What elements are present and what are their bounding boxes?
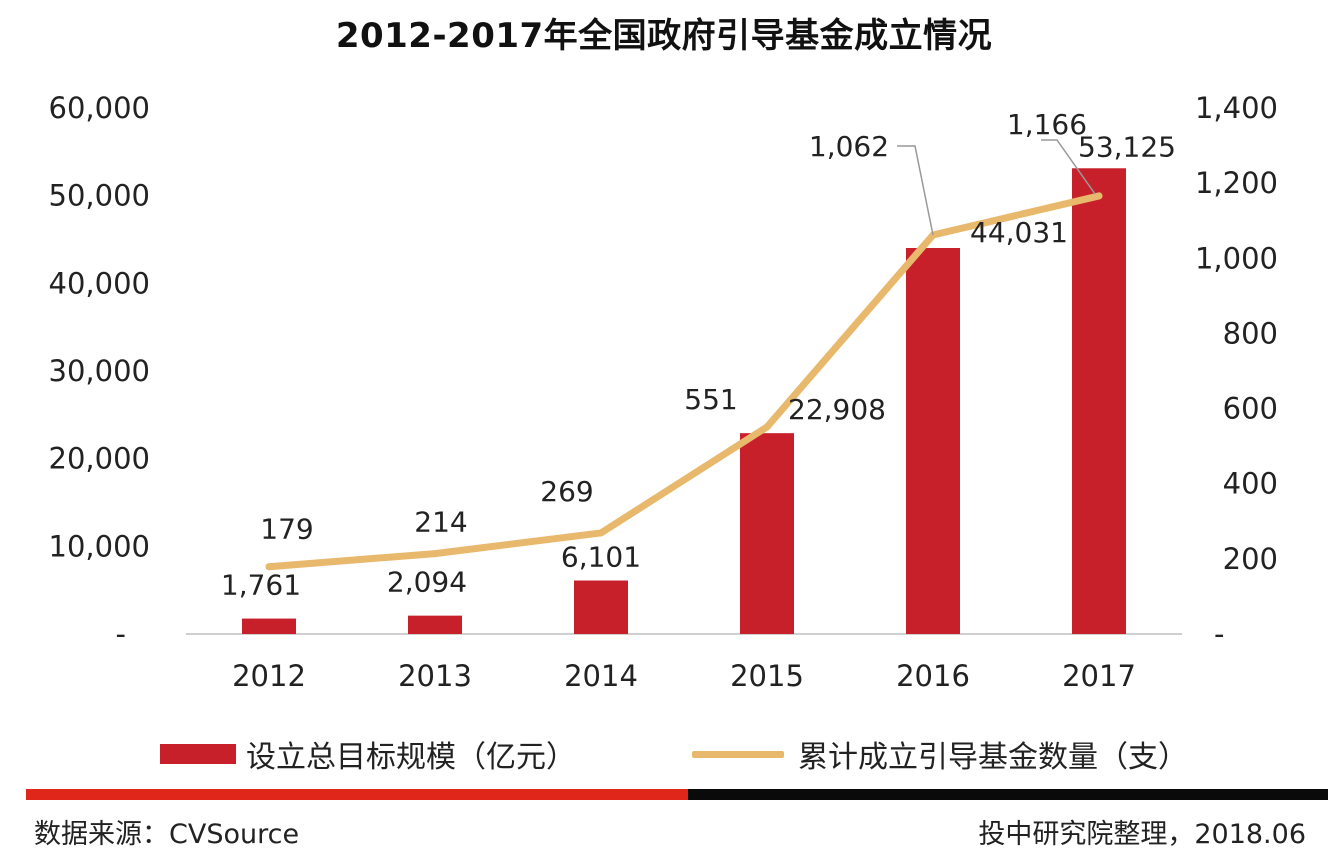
x-axis-tick-label: 2015 [730, 659, 804, 693]
left-axis-tick-label: - [116, 617, 126, 651]
footer-source: 数据来源：CVSource [34, 819, 300, 850]
x-axis-tick-label: 2016 [896, 659, 970, 693]
bar-data-label: 22,908 [788, 393, 886, 426]
bar-data-label: 44,031 [970, 216, 1068, 249]
right-axis-tick-label: 1,000 [1195, 241, 1278, 275]
line-point-2015 [763, 423, 771, 431]
bar-data-label: 2,094 [387, 566, 467, 599]
right-axis-tick-label: - [1214, 617, 1224, 651]
footer-rule-black [688, 789, 1328, 800]
line-point-2017 [1095, 192, 1103, 200]
legend-line-label: 累计成立引导基金数量（支） [798, 740, 1188, 775]
line-data-label: 1,166 [1007, 108, 1087, 141]
left-axis-tick-label: 30,000 [49, 354, 150, 388]
line-data-label: 269 [540, 475, 593, 508]
bar-data-label: 1,761 [221, 569, 301, 602]
x-axis-tick-label: 2014 [564, 659, 638, 693]
bar-2014 [574, 580, 628, 634]
left-axis-tick-label: 20,000 [49, 442, 150, 476]
bar-data-label: 53,125 [1078, 130, 1176, 163]
line-point-2013 [431, 550, 439, 558]
x-axis-tick-label: 2012 [232, 659, 306, 693]
bar-data-label: 6,101 [561, 541, 641, 574]
bar-2013 [408, 615, 462, 634]
legend-line-entry: 累计成立引导基金数量（支） [692, 732, 1188, 776]
right-axis-tick-label: 800 [1223, 316, 1278, 350]
leader-line [1041, 139, 1096, 195]
x-axis-tick-label: 2013 [398, 659, 472, 693]
right-axis-tick-label: 600 [1223, 392, 1278, 426]
x-axis-tick-label: 2017 [1062, 659, 1136, 693]
right-axis-tick-label: 1,200 [1195, 166, 1278, 200]
line-point-2012 [265, 563, 273, 571]
left-axis-tick-label: 60,000 [49, 91, 150, 125]
chart-title: 2012-2017年全国政府引导基金成立情况 [335, 16, 993, 56]
chart-plot: - 10,000 20,000 30,000 40,000 50,000 60,000 - 20… [49, 91, 1278, 693]
legend-line-swatch [692, 750, 784, 758]
line-data-label: 179 [260, 513, 313, 546]
footer-credit: 投中研究院整理，2018.06 [978, 819, 1306, 850]
line-data-label: 551 [684, 383, 737, 416]
bar-2017 [1072, 168, 1126, 635]
bar-2015 [740, 433, 794, 634]
bar-2012 [242, 618, 296, 634]
legend-bar-label: 设立总目标规模（亿元） [246, 740, 576, 775]
left-axis-tick-label: 10,000 [49, 529, 150, 563]
legend-bar-entry: 设立总目标规模（亿元） [160, 732, 576, 776]
right-axis-tick-label: 400 [1223, 467, 1278, 501]
line-point-2014 [597, 529, 605, 537]
line-data-label: 1,062 [809, 130, 889, 163]
line-series [265, 192, 1103, 571]
right-axis-tick-label: 1,400 [1195, 91, 1278, 125]
line-data-label: 214 [414, 506, 467, 539]
footer-rule-red [26, 789, 688, 800]
right-axis-tick-label: 200 [1223, 542, 1278, 576]
left-axis-tick-label: 40,000 [49, 266, 150, 300]
leader-line [897, 145, 934, 236]
left-axis-tick-label: 50,000 [49, 179, 150, 213]
bar-2016 [906, 247, 960, 634]
legend-bar-swatch [160, 744, 236, 764]
